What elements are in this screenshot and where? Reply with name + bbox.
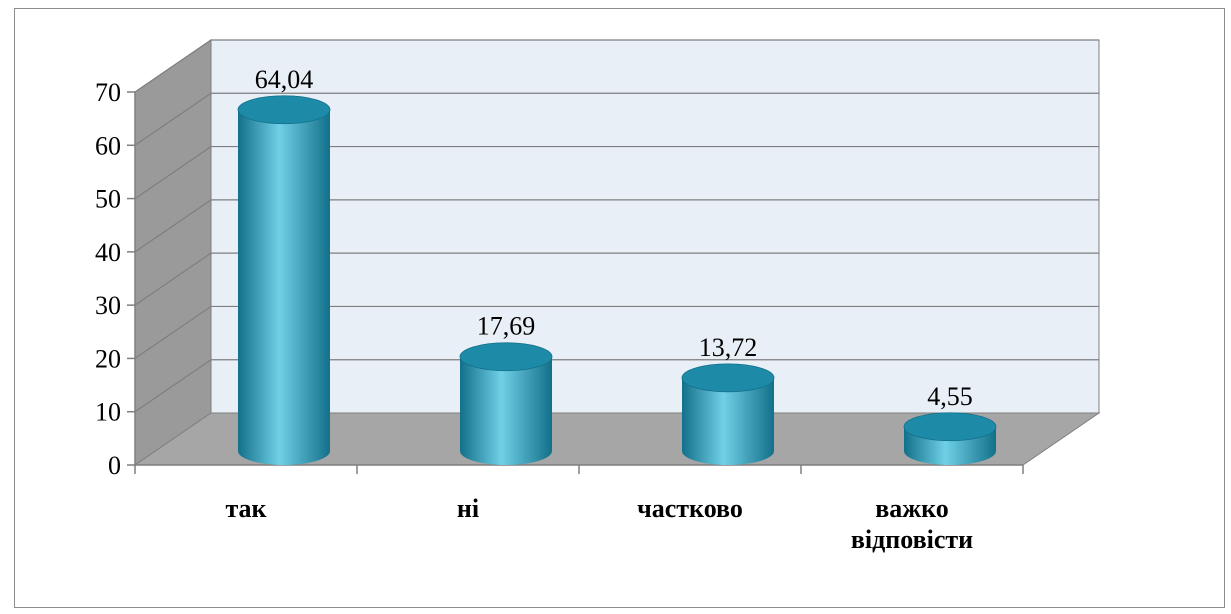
x-tick-label: важко відповісти [851, 494, 973, 554]
x-tick-label: так [225, 494, 266, 523]
side-wall [134, 39, 212, 466]
bar [681, 363, 775, 465]
y-tick-label: 20 [95, 344, 121, 373]
bar-body [682, 377, 774, 465]
data-label: 64,04 [255, 65, 314, 94]
y-tick-label: 10 [95, 398, 121, 427]
y-tick-label: 70 [95, 78, 121, 107]
y-tick-label: 50 [95, 185, 121, 214]
data-label: 17,69 [477, 312, 536, 341]
data-label: 4,55 [927, 382, 973, 411]
y-tick-label: 0 [108, 451, 121, 480]
bar [459, 342, 553, 465]
bar [237, 95, 331, 465]
gridline [134, 305, 1099, 359]
back-wall [210, 39, 1100, 414]
bar-top [237, 95, 331, 125]
y-tick-label: 30 [95, 291, 121, 320]
data-label: 13,72 [699, 333, 758, 362]
gridline [134, 252, 1099, 306]
bar-top [459, 342, 553, 372]
gridline [134, 92, 1099, 146]
y-tick-label: 40 [95, 238, 121, 267]
gridline [134, 145, 1099, 200]
bar-top [681, 363, 775, 393]
x-tick-label: частково [637, 494, 743, 523]
gridline [134, 359, 1099, 413]
x-tick-label: ні [457, 494, 479, 523]
bar-body [238, 109, 330, 465]
y-tick-label: 60 [95, 131, 121, 160]
bar [903, 412, 997, 465]
gridline [134, 39, 1099, 93]
bar-body [460, 356, 552, 465]
gridline [134, 199, 1099, 253]
bar-top [903, 412, 997, 442]
